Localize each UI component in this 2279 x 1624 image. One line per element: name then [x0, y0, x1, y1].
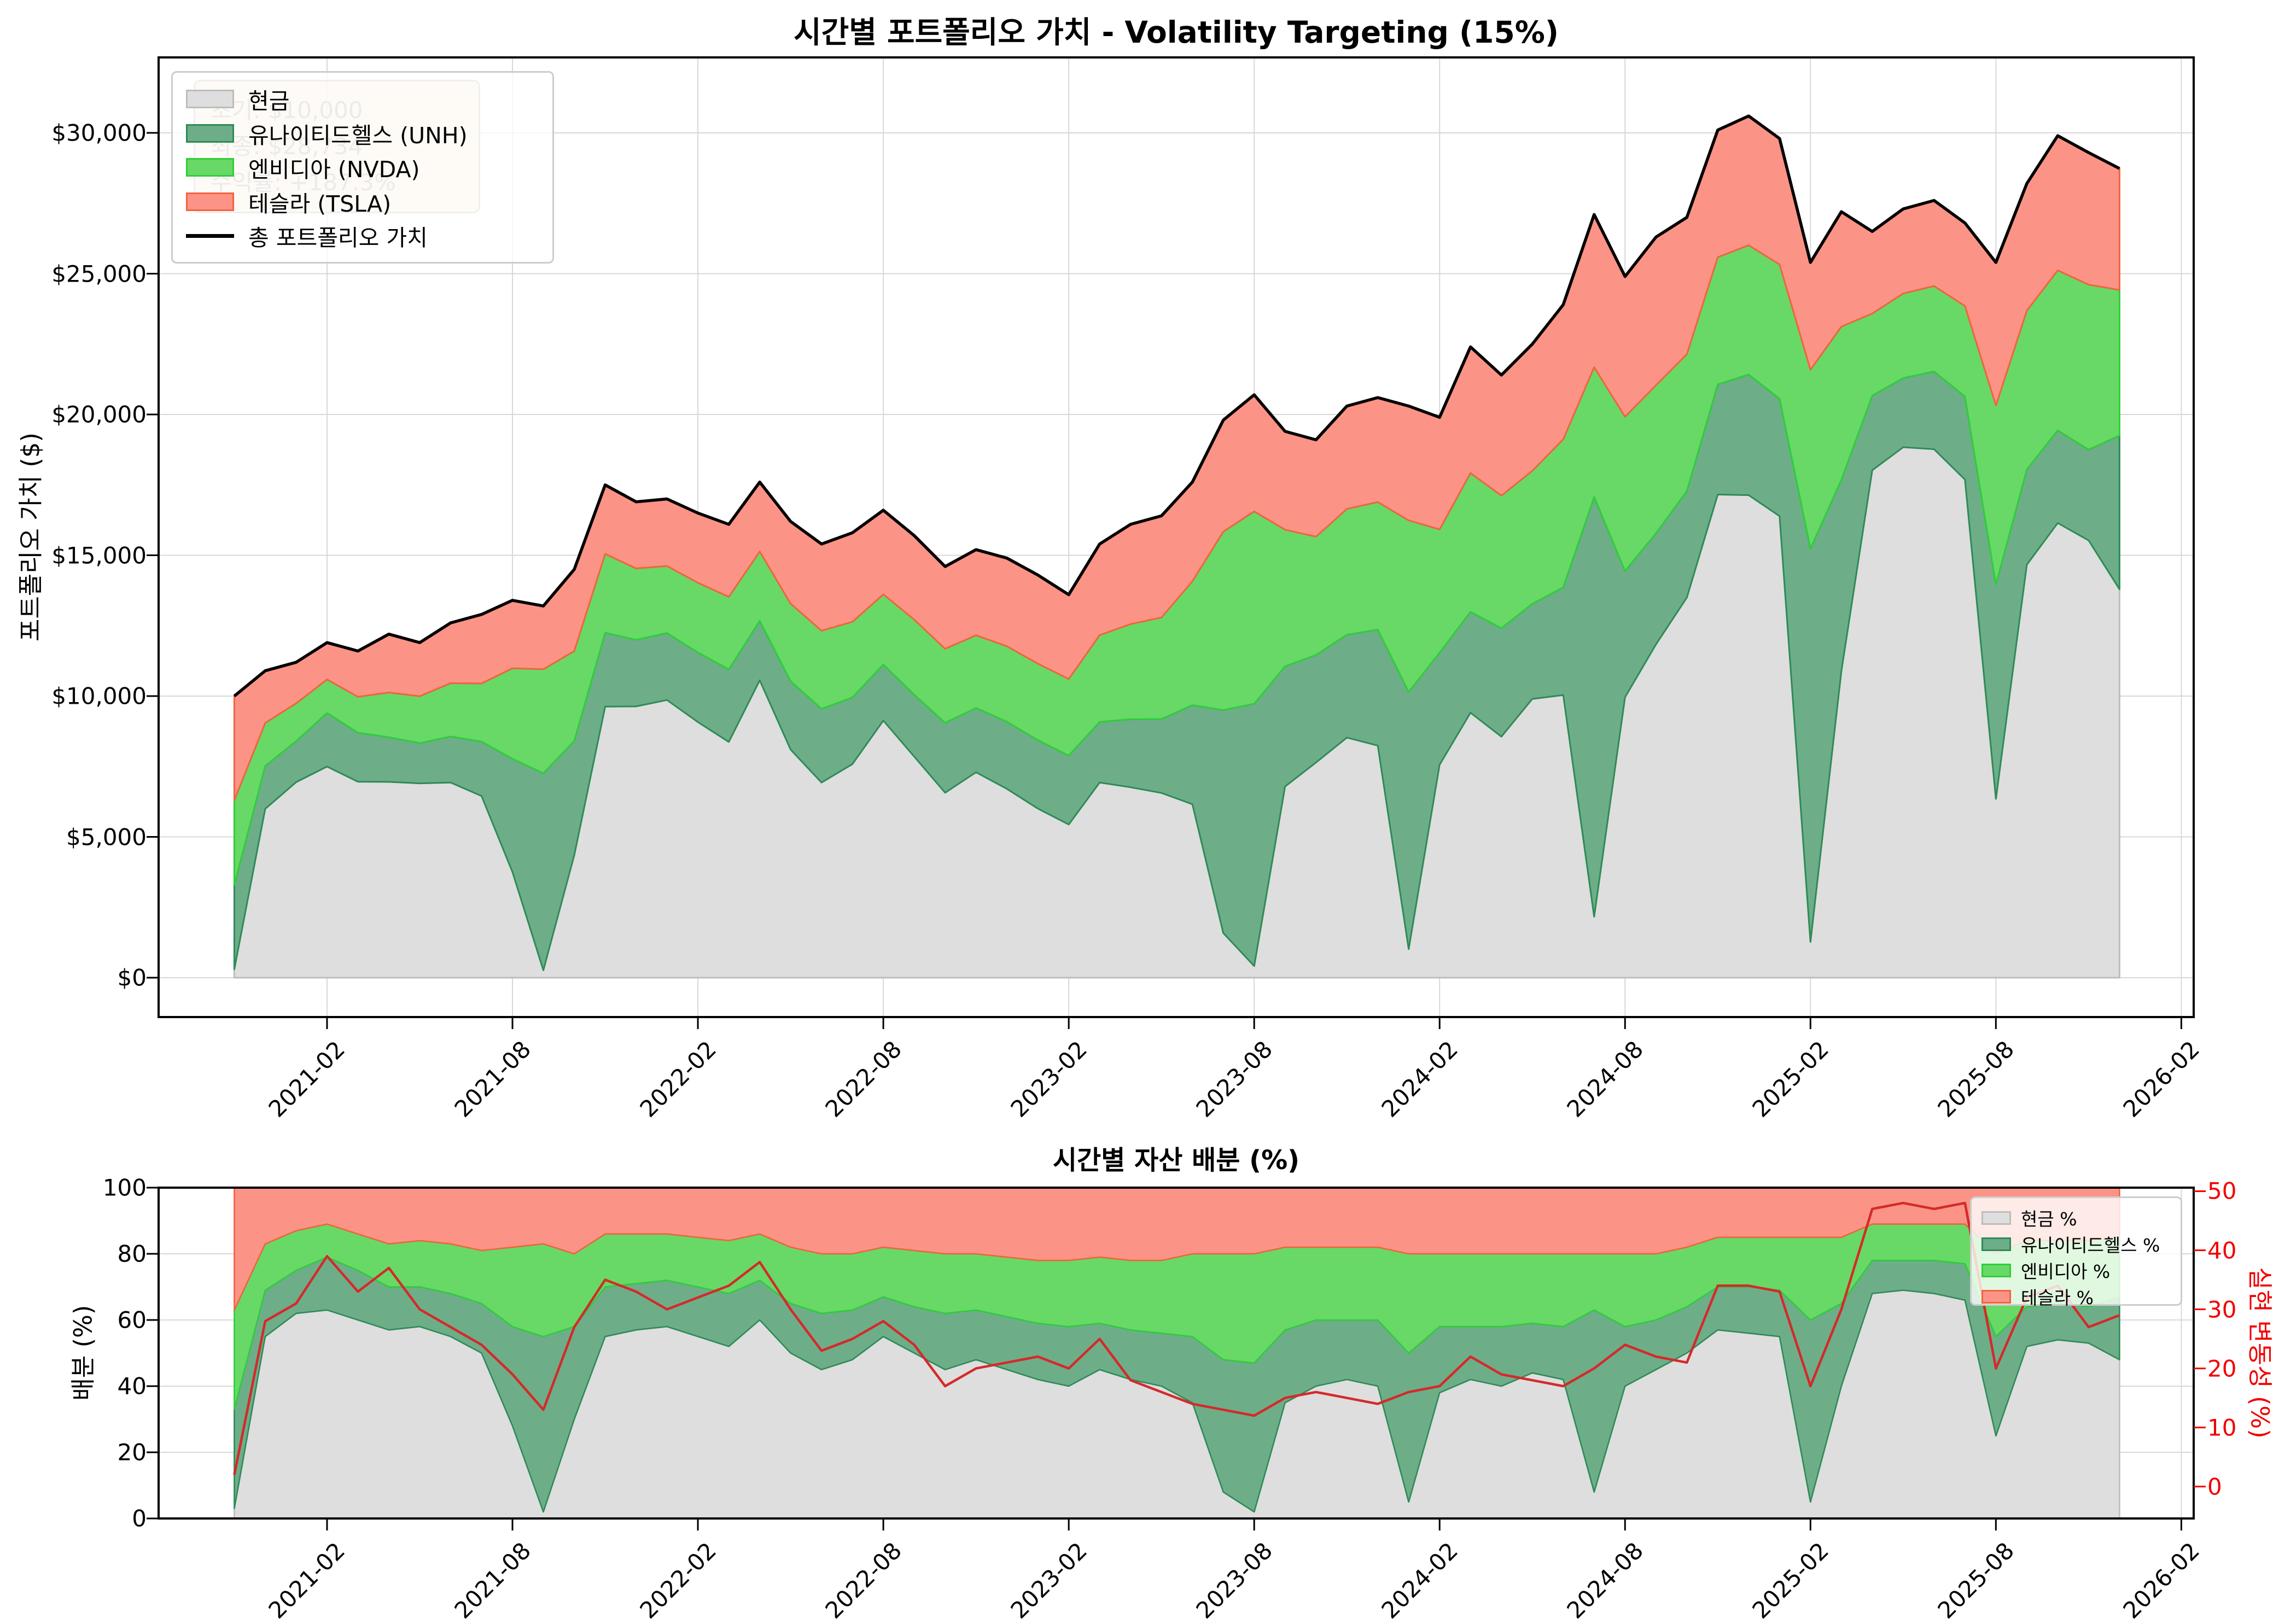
top-y-tick-label: $25,000: [32, 260, 147, 287]
top-y-tick-label: $10,000: [32, 683, 147, 710]
tsla-swatch-icon: [1981, 1290, 2011, 1304]
bottom-y-tick-label: 20: [32, 1439, 147, 1466]
unh-swatch-icon: [1981, 1237, 2011, 1251]
bottom-right-y-tick-label: 30: [2207, 1296, 2279, 1323]
bottom-y-tick-label: 60: [32, 1307, 147, 1334]
unh-swatch-icon: [186, 124, 234, 143]
legend-label: 현금: [248, 83, 289, 115]
legend-item-nvda-pct: 엔비디아 %: [1981, 1257, 2171, 1283]
bottom-y-tick-label: 80: [32, 1241, 147, 1267]
top-y-tick-label: $0: [32, 965, 147, 991]
top-y-tick-label: $20,000: [32, 401, 147, 428]
nvda-swatch-icon: [186, 158, 234, 177]
legend-label: 유나이티드헬스 (UNH): [248, 117, 468, 150]
bottom-chart-ylabel-right: 실현 변동성 (%): [2245, 1267, 2279, 1438]
legend-label: 현금 %: [2021, 1205, 2077, 1231]
bottom-right-y-tick-label: 20: [2207, 1355, 2279, 1382]
top-chart-legend: 현금 유나이티드헬스 (UNH) 엔비디아 (NVDA) 테슬라 (TSLA) …: [171, 71, 554, 264]
legend-label: 총 포트폴리오 가치: [248, 219, 428, 252]
legend-item-unh: 유나이티드헬스 (UNH): [186, 117, 539, 150]
bottom-right-y-tick-label: 40: [2207, 1237, 2279, 1264]
legend-item-cash-pct: 현금 %: [1981, 1205, 2171, 1231]
bottom-y-tick-label: 100: [32, 1175, 147, 1201]
legend-item-tsla-pct: 테슬라 %: [1981, 1283, 2171, 1310]
top-y-tick-label: $15,000: [32, 542, 147, 569]
legend-item-unh-pct: 유나이티드헬스 %: [1981, 1231, 2171, 1257]
legend-label: 엔비디아 (NVDA): [248, 151, 420, 184]
legend-label: 테슬라 (TSLA): [248, 185, 391, 218]
bottom-right-y-tick-label: 0: [2207, 1473, 2279, 1500]
bottom-right-y-tick-label: 50: [2207, 1178, 2279, 1205]
legend-label: 테슬라 %: [2021, 1283, 2094, 1310]
top-y-tick-label: $30,000: [32, 120, 147, 147]
legend-item-nvda: 엔비디아 (NVDA): [186, 151, 539, 184]
cash-swatch-icon: [1981, 1211, 2011, 1225]
bottom-chart-title: 시간별 자산 배분 (%): [159, 1138, 2194, 1177]
legend-label: 엔비디아 %: [2021, 1257, 2110, 1283]
legend-item-cash: 현금: [186, 83, 539, 115]
top-chart-title: 시간별 포트폴리오 가치 - Volatility Targeting (15%…: [159, 8, 2194, 51]
bottom-y-tick-label: 40: [32, 1373, 147, 1400]
legend-label: 유나이티드헬스 %: [2021, 1231, 2160, 1257]
figure-canvas: 시간별 포트폴리오 가치 - Volatility Targeting (15%…: [0, 0, 2279, 1624]
nvda-swatch-icon: [1981, 1264, 2011, 1277]
bottom-right-y-tick-label: 10: [2207, 1414, 2279, 1441]
cash-swatch-icon: [186, 90, 234, 108]
tsla-swatch-icon: [186, 192, 234, 211]
top-y-tick-label: $5,000: [32, 823, 147, 850]
legend-item-tsla: 테슬라 (TSLA): [186, 185, 539, 218]
total-line-swatch-icon: [186, 234, 234, 238]
top-chart-ylabel: 포트폴리오 가치 ($): [11, 433, 46, 641]
bottom-chart-legend: 현금 % 유나이티드헬스 % 엔비디아 % 테슬라 %: [1970, 1196, 2182, 1306]
bottom-y-tick-label: 0: [32, 1505, 147, 1532]
legend-item-total: 총 포트폴리오 가치: [186, 219, 539, 252]
